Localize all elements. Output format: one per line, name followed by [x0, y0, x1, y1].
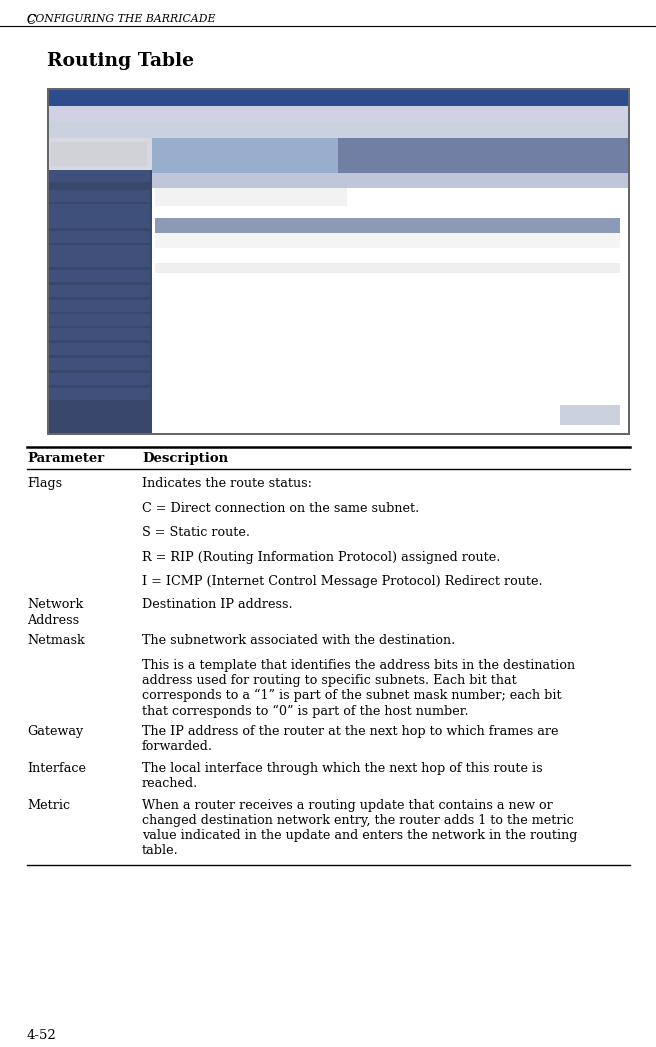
Text: 4-52: 4-52	[27, 1029, 57, 1042]
Text: Metric: Metric	[27, 799, 70, 812]
Text: Gateway: Gateway	[27, 725, 83, 738]
Text: I = ICMP (Internet Control Message Protocol) Redirect route.: I = ICMP (Internet Control Message Proto…	[142, 575, 543, 588]
Text: When a router receives a routing update that contains a new or
changed destinati: When a router receives a routing update …	[142, 799, 577, 857]
Text: The subnetwork associated with the destination.: The subnetwork associated with the desti…	[142, 634, 455, 647]
Text: Network
Address: Network Address	[27, 598, 83, 627]
Text: Interface: Interface	[27, 762, 86, 775]
Text: S = Static route.: S = Static route.	[142, 526, 250, 539]
Text: Indicates the route status:: Indicates the route status:	[142, 477, 312, 490]
Text: Description: Description	[142, 452, 228, 465]
Text: Netmask: Netmask	[27, 634, 85, 647]
Text: The local interface through which the next hop of this route is
reached.: The local interface through which the ne…	[142, 762, 543, 790]
Text: Parameter: Parameter	[27, 452, 104, 465]
Text: Destination IP address.: Destination IP address.	[142, 598, 293, 610]
Text: Flags: Flags	[27, 477, 62, 490]
Text: This is a template that identifies the address bits in the destination
address u: This is a template that identifies the a…	[142, 659, 575, 717]
Text: C: C	[27, 14, 37, 27]
Text: The IP address of the router at the next hop to which frames are
forwarded.: The IP address of the router at the next…	[142, 725, 558, 753]
Text: C = Direct connection on the same subnet.: C = Direct connection on the same subnet…	[142, 502, 419, 514]
Text: Routing Table: Routing Table	[47, 52, 194, 70]
Text: R = RIP (Routing Information Protocol) assigned route.: R = RIP (Routing Information Protocol) a…	[142, 551, 501, 563]
Text: CONFIGURING THE BARRICADE: CONFIGURING THE BARRICADE	[27, 14, 216, 24]
